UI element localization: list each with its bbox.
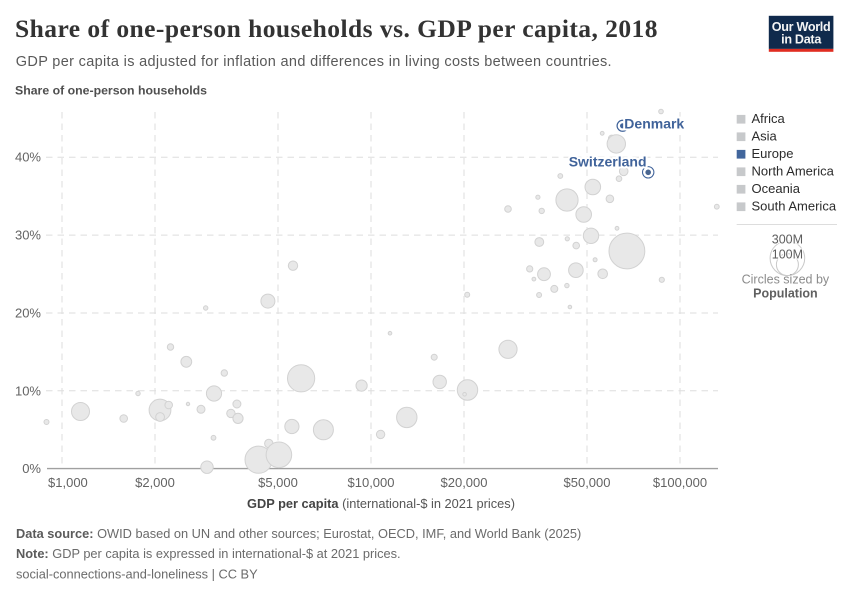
- svg-text:North America: North America: [752, 163, 835, 178]
- svg-text:Asia: Asia: [752, 128, 778, 143]
- svg-text:Population: Population: [753, 287, 818, 301]
- svg-text:20%: 20%: [15, 306, 41, 321]
- svg-text:100M: 100M: [772, 247, 803, 261]
- svg-text:10%: 10%: [15, 383, 41, 398]
- svg-text:Circles sized by: Circles sized by: [742, 273, 830, 287]
- svg-text:GDP per capita (international-: GDP per capita (international-$ in 2021 …: [247, 496, 515, 511]
- svg-text:GDP per capita is adjusted for: GDP per capita is adjusted for inflation…: [16, 54, 612, 70]
- svg-text:$100,000: $100,000: [653, 475, 707, 490]
- svg-text:in Data: in Data: [781, 32, 822, 46]
- svg-text:30%: 30%: [15, 228, 41, 243]
- svg-text:Share of one-person households: Share of one-person households: [15, 83, 207, 97]
- svg-text:$50,000: $50,000: [564, 475, 611, 490]
- svg-text:$2,000: $2,000: [135, 475, 175, 490]
- svg-text:Switzerland: Switzerland: [569, 154, 647, 170]
- svg-text:$5,000: $5,000: [258, 475, 298, 490]
- svg-text:Europe: Europe: [752, 146, 794, 161]
- svg-text:social-connections-and-lonelin: social-connections-and-loneliness | CC B…: [16, 567, 258, 582]
- svg-text:Denmark: Denmark: [624, 116, 684, 132]
- svg-text:$1,000: $1,000: [48, 475, 88, 490]
- svg-text:$10,000: $10,000: [348, 475, 395, 490]
- svg-text:300M: 300M: [772, 233, 803, 247]
- svg-text:Data source: OWID based on UN: Data source: OWID based on UN and other …: [16, 526, 581, 541]
- svg-text:40%: 40%: [15, 150, 41, 165]
- svg-text:Oceania: Oceania: [752, 181, 801, 196]
- svg-text:Africa: Africa: [752, 111, 786, 126]
- svg-text:Note: GDP per capita is expres: Note: GDP per capita is expressed in int…: [16, 546, 401, 561]
- svg-text:Our World: Our World: [772, 20, 831, 34]
- svg-text:0%: 0%: [22, 461, 41, 476]
- svg-text:Share of one-person households: Share of one-person households vs. GDP p…: [15, 14, 658, 43]
- svg-text:South America: South America: [752, 198, 837, 213]
- svg-text:$20,000: $20,000: [441, 475, 488, 490]
